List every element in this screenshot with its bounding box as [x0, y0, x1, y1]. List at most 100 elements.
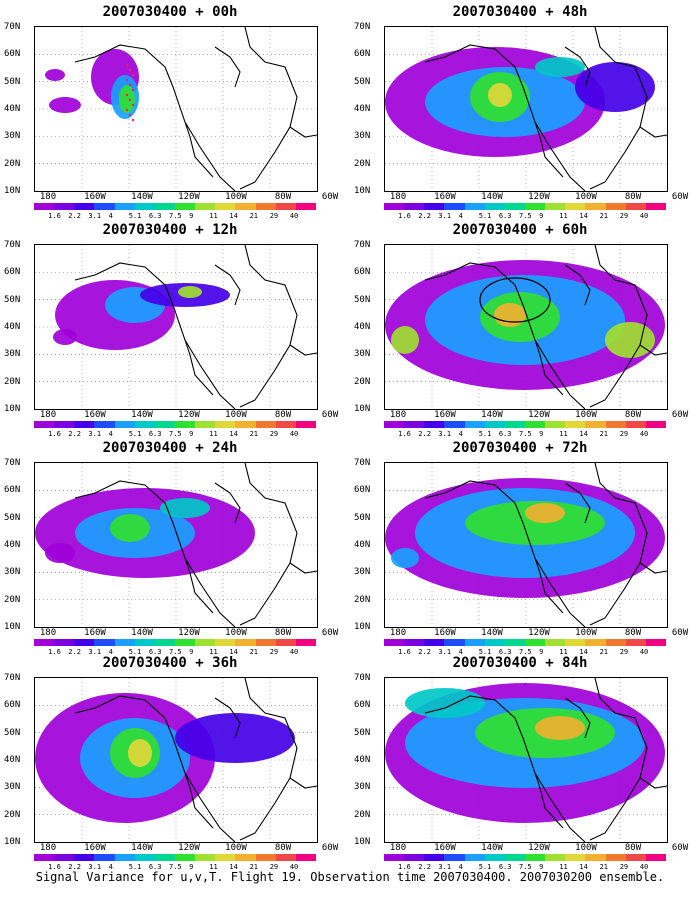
colorbar-label: 14	[579, 648, 588, 656]
colorbar-label: 6.3	[498, 863, 512, 871]
lon-label: 80W	[624, 843, 642, 853]
lon-label: 80W	[624, 628, 642, 638]
colorbar-label: 7.5	[169, 212, 182, 220]
lat-label: 40N	[354, 755, 371, 765]
colorbar-swatch	[625, 203, 646, 210]
map-svg	[35, 245, 317, 409]
colorbar-swatch	[235, 421, 256, 428]
panel-title: 2007030400 + 36h	[102, 655, 238, 671]
map-panel-p36: 2007030400 + 36h 70N 60N 50N 40N 30N 20N 10N 180…	[0, 655, 340, 873]
lon-label: 180	[39, 192, 57, 202]
coastline	[74, 27, 317, 191]
colorbar-label: 29	[269, 430, 279, 438]
lat-label: 20N	[4, 809, 21, 820]
colorbar-label: 11	[209, 863, 218, 871]
lat-label: 50N	[4, 76, 21, 87]
colorbar-label: 5.1	[128, 212, 142, 220]
lat-label: 10N	[4, 622, 21, 632]
colorbar-label: 9	[539, 430, 544, 438]
colorbar-label: 3.1	[88, 648, 102, 656]
colorbar-label: 14	[579, 212, 588, 220]
lon-label: 120W	[178, 192, 200, 202]
colorbar-label: 21	[249, 648, 258, 656]
colorbar-label: 2.2	[418, 430, 431, 438]
lat-label: 30N	[354, 782, 371, 793]
flight-track-dot	[128, 83, 132, 87]
colorbar-swatch	[424, 639, 445, 646]
colorbar-label: 29	[269, 648, 279, 656]
colorbar	[34, 203, 316, 210]
colorbar-label: 2.2	[68, 648, 81, 656]
flight-track-dot	[131, 73, 135, 77]
lat-label: 10N	[354, 186, 371, 196]
lat-label: 70N	[4, 673, 21, 683]
colorbar-label: 6.3	[148, 430, 162, 438]
colorbar-label: 4	[458, 648, 463, 656]
lat-label: 20N	[4, 158, 21, 169]
colorbar-label: 40	[289, 212, 299, 220]
colorbar-swatch	[645, 421, 666, 428]
colorbar-swatch	[114, 421, 135, 428]
lon-label: 140W	[481, 843, 503, 853]
colorbar-swatch	[174, 854, 196, 861]
colorbar-swatch	[275, 421, 296, 428]
colorbar-label: 7.5	[519, 863, 532, 871]
colorbar-label: 7.5	[169, 648, 182, 656]
colorbar-label: 2.2	[418, 648, 431, 656]
colorbar-label: 4	[108, 430, 113, 438]
variance-contour	[128, 739, 152, 767]
colorbar-label: 7.5	[519, 212, 532, 220]
lon-label: 80W	[274, 410, 292, 420]
colorbar-swatch	[625, 639, 646, 646]
lat-label: 60N	[354, 485, 371, 496]
colorbar-swatch	[215, 854, 236, 861]
lon-label: 60W	[321, 192, 339, 202]
lon-label: 60W	[321, 410, 339, 420]
colorbar-swatch	[524, 854, 546, 861]
colorbar-swatch	[404, 421, 425, 428]
colorbar-swatch	[504, 639, 525, 646]
lat-label: 30N	[354, 349, 371, 360]
variance-contour	[535, 57, 585, 77]
lon-label: 180	[389, 410, 407, 420]
colorbar-swatch	[255, 854, 276, 861]
lat-label: 10N	[4, 404, 21, 414]
colorbar-label: 29	[269, 212, 279, 220]
map-panel-p12: 2007030400 + 12h 70N 60N 50N 40N 30N 20N 10N 180…	[0, 222, 340, 440]
colorbar-swatch	[565, 854, 586, 861]
colorbar-label: 29	[619, 430, 629, 438]
colorbar-label: 6.3	[148, 863, 162, 871]
colorbar-swatch	[504, 421, 525, 428]
colorbar-swatch	[444, 421, 465, 428]
colorbar-swatch	[464, 854, 485, 861]
map-svg	[35, 463, 317, 627]
colorbar-label: 21	[249, 863, 258, 871]
colorbar-labels: 1.6 2.2 3.1 4 5.1 6.3 7.5 9 11 14 21 29 40	[384, 648, 666, 658]
map-panel-p84: 2007030400 + 84h 70N 60N 50N 40N 30N 20N 10N 180…	[350, 655, 690, 873]
colorbar-swatch	[54, 203, 75, 210]
colorbar-swatch	[444, 854, 465, 861]
panel-title: 2007030400 + 84h	[452, 655, 588, 671]
colorbar-label: 40	[289, 648, 299, 656]
lat-label: 20N	[354, 158, 371, 169]
lat-label: 30N	[4, 349, 21, 360]
flight-track-dot	[128, 98, 132, 102]
lat-label: 60N	[354, 700, 371, 711]
colorbar-swatch	[404, 854, 425, 861]
colorbar-label: 5.1	[478, 648, 492, 656]
flight-track-dot	[128, 68, 132, 72]
colorbar-labels: 1.6 2.2 3.1 4 5.1 6.3 7.5 9 11 14 21 29 40	[384, 863, 666, 873]
colorbar-label: 40	[639, 212, 649, 220]
lat-label: 40N	[4, 755, 21, 765]
lat-label: 70N	[4, 240, 21, 250]
colorbar-swatch	[275, 203, 296, 210]
lon-label: 120W	[178, 410, 200, 420]
lon-label: 160W	[434, 628, 456, 638]
colorbar-label: 11	[559, 863, 568, 871]
coastline	[424, 27, 667, 191]
colorbar-swatch	[504, 854, 525, 861]
lon-label: 100W	[225, 192, 247, 202]
colorbar-label: 2.2	[418, 212, 431, 220]
colorbar-label: 4	[108, 212, 113, 220]
colorbar	[384, 639, 666, 646]
